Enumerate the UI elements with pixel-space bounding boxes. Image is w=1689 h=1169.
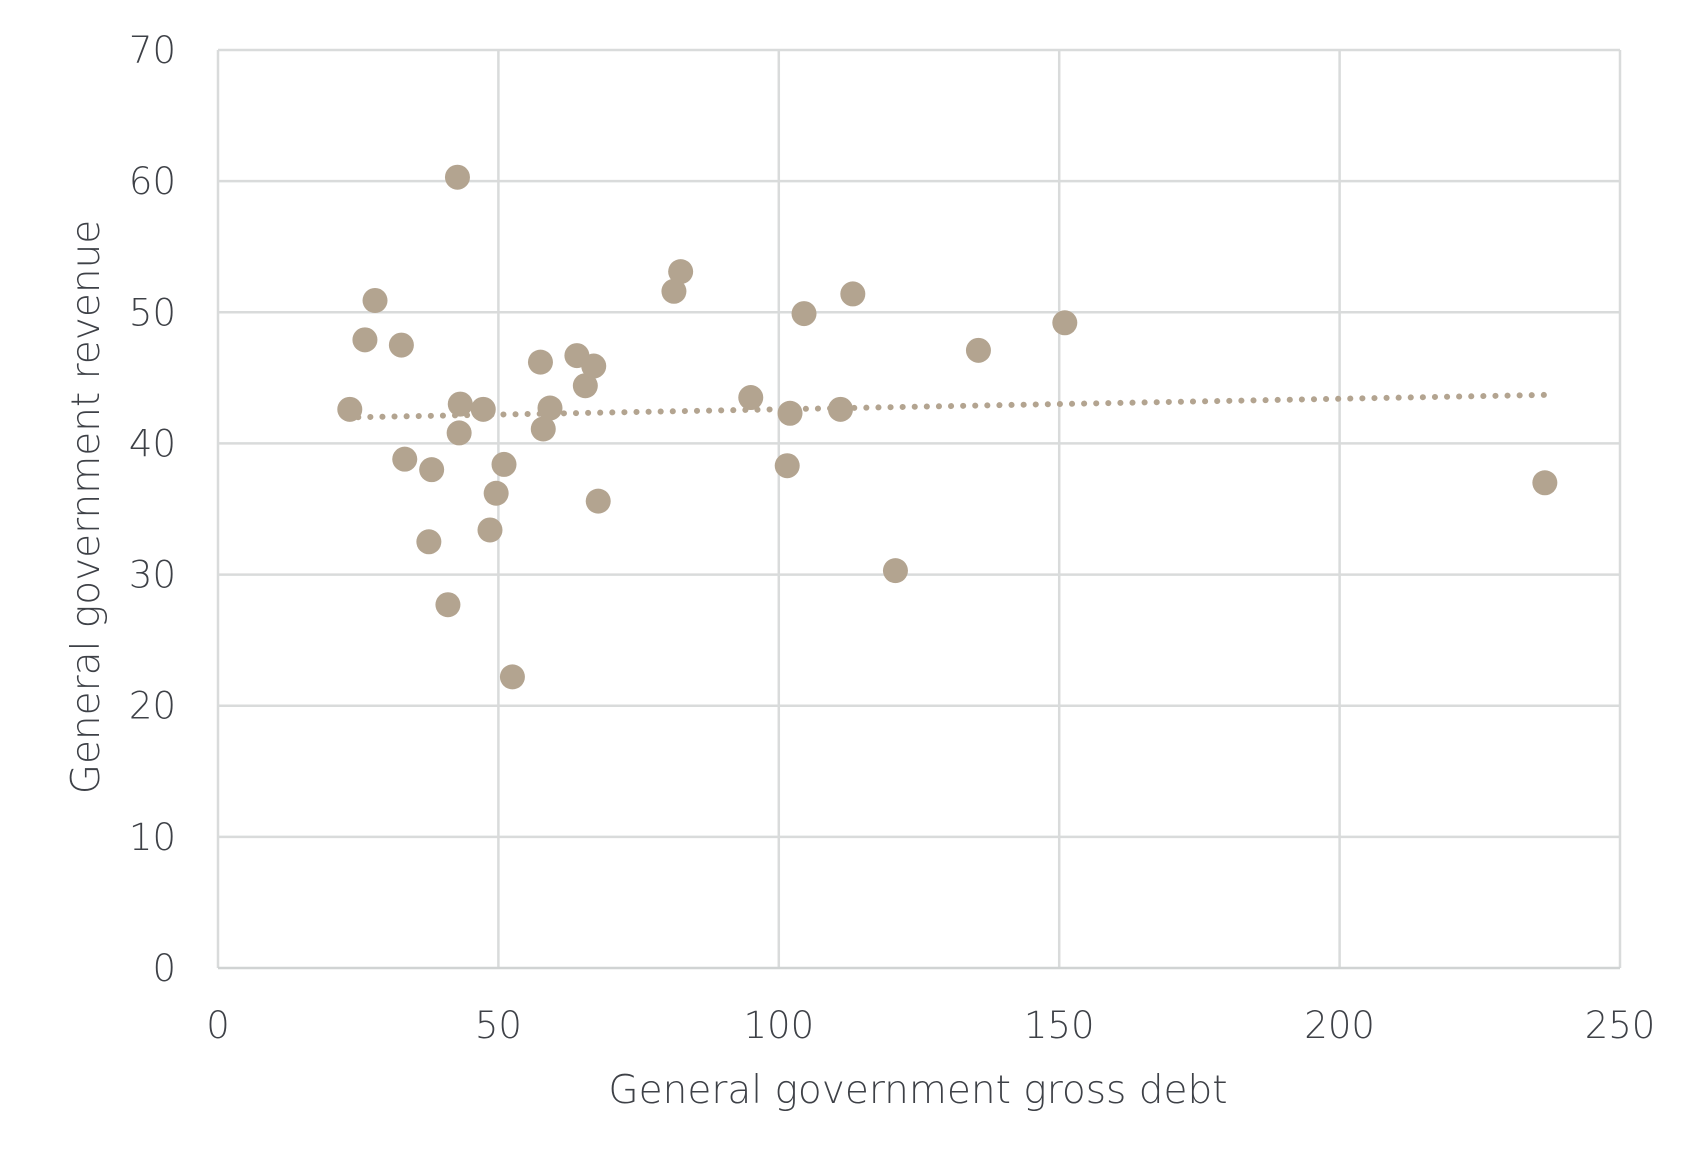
data-point: [791, 301, 817, 327]
y-tick-label: 20: [129, 685, 176, 728]
data-point: [774, 453, 800, 479]
data-point: [661, 278, 687, 304]
data-point: [447, 391, 473, 417]
y-tick-labels: 0 10 20 30 40 50 60 70: [129, 29, 176, 990]
data-point: [1052, 310, 1078, 336]
data-point: [435, 592, 461, 618]
y-tick-label: 40: [129, 422, 176, 465]
data-points: [337, 164, 1558, 690]
x-tick-label: 150: [1024, 1004, 1095, 1047]
data-point: [882, 558, 908, 584]
data-point: [352, 327, 378, 353]
data-point: [388, 332, 414, 358]
trendline: [355, 391, 1548, 421]
x-tick-label: 100: [743, 1004, 814, 1047]
data-point: [527, 349, 553, 375]
data-point: [840, 281, 866, 307]
gridlines: [216, 48, 1622, 968]
data-point: [530, 416, 556, 442]
y-tick-label: 50: [129, 291, 176, 334]
x-tick-label: 200: [1304, 1004, 1375, 1047]
data-point: [668, 259, 694, 285]
data-point: [392, 446, 418, 472]
data-point: [337, 396, 363, 422]
x-axis-title: General government gross debt: [608, 1068, 1227, 1113]
x-tick-labels: 0 50 100 150 200 250: [206, 1004, 1655, 1047]
data-point: [965, 337, 991, 363]
data-point: [470, 396, 496, 422]
data-point: [777, 400, 803, 426]
data-point: [444, 164, 470, 190]
data-point: [572, 373, 598, 399]
y-tick-label: 70: [129, 29, 176, 72]
y-axis-title: General government revenue: [64, 220, 109, 795]
x-tick-label: 0: [206, 1004, 230, 1047]
data-point: [477, 517, 503, 543]
data-point: [738, 385, 764, 411]
data-point: [362, 287, 388, 313]
data-point: [446, 420, 472, 446]
data-point: [499, 664, 525, 690]
data-point: [491, 451, 517, 477]
y-tick-label: 10: [129, 816, 176, 859]
x-tick-label: 250: [1585, 1004, 1656, 1047]
data-point: [585, 488, 611, 514]
y-tick-label: 60: [129, 160, 176, 203]
data-point: [483, 480, 509, 506]
data-point: [581, 353, 607, 379]
data-point: [537, 395, 563, 421]
trendline-line: [355, 391, 1548, 421]
data-point: [1532, 470, 1558, 496]
data-point: [419, 457, 445, 483]
x-tick-label: 50: [475, 1004, 522, 1047]
y-tick-label: 30: [129, 554, 176, 597]
y-tick-label: 0: [152, 947, 176, 990]
data-point: [827, 396, 853, 422]
data-point: [416, 529, 442, 555]
